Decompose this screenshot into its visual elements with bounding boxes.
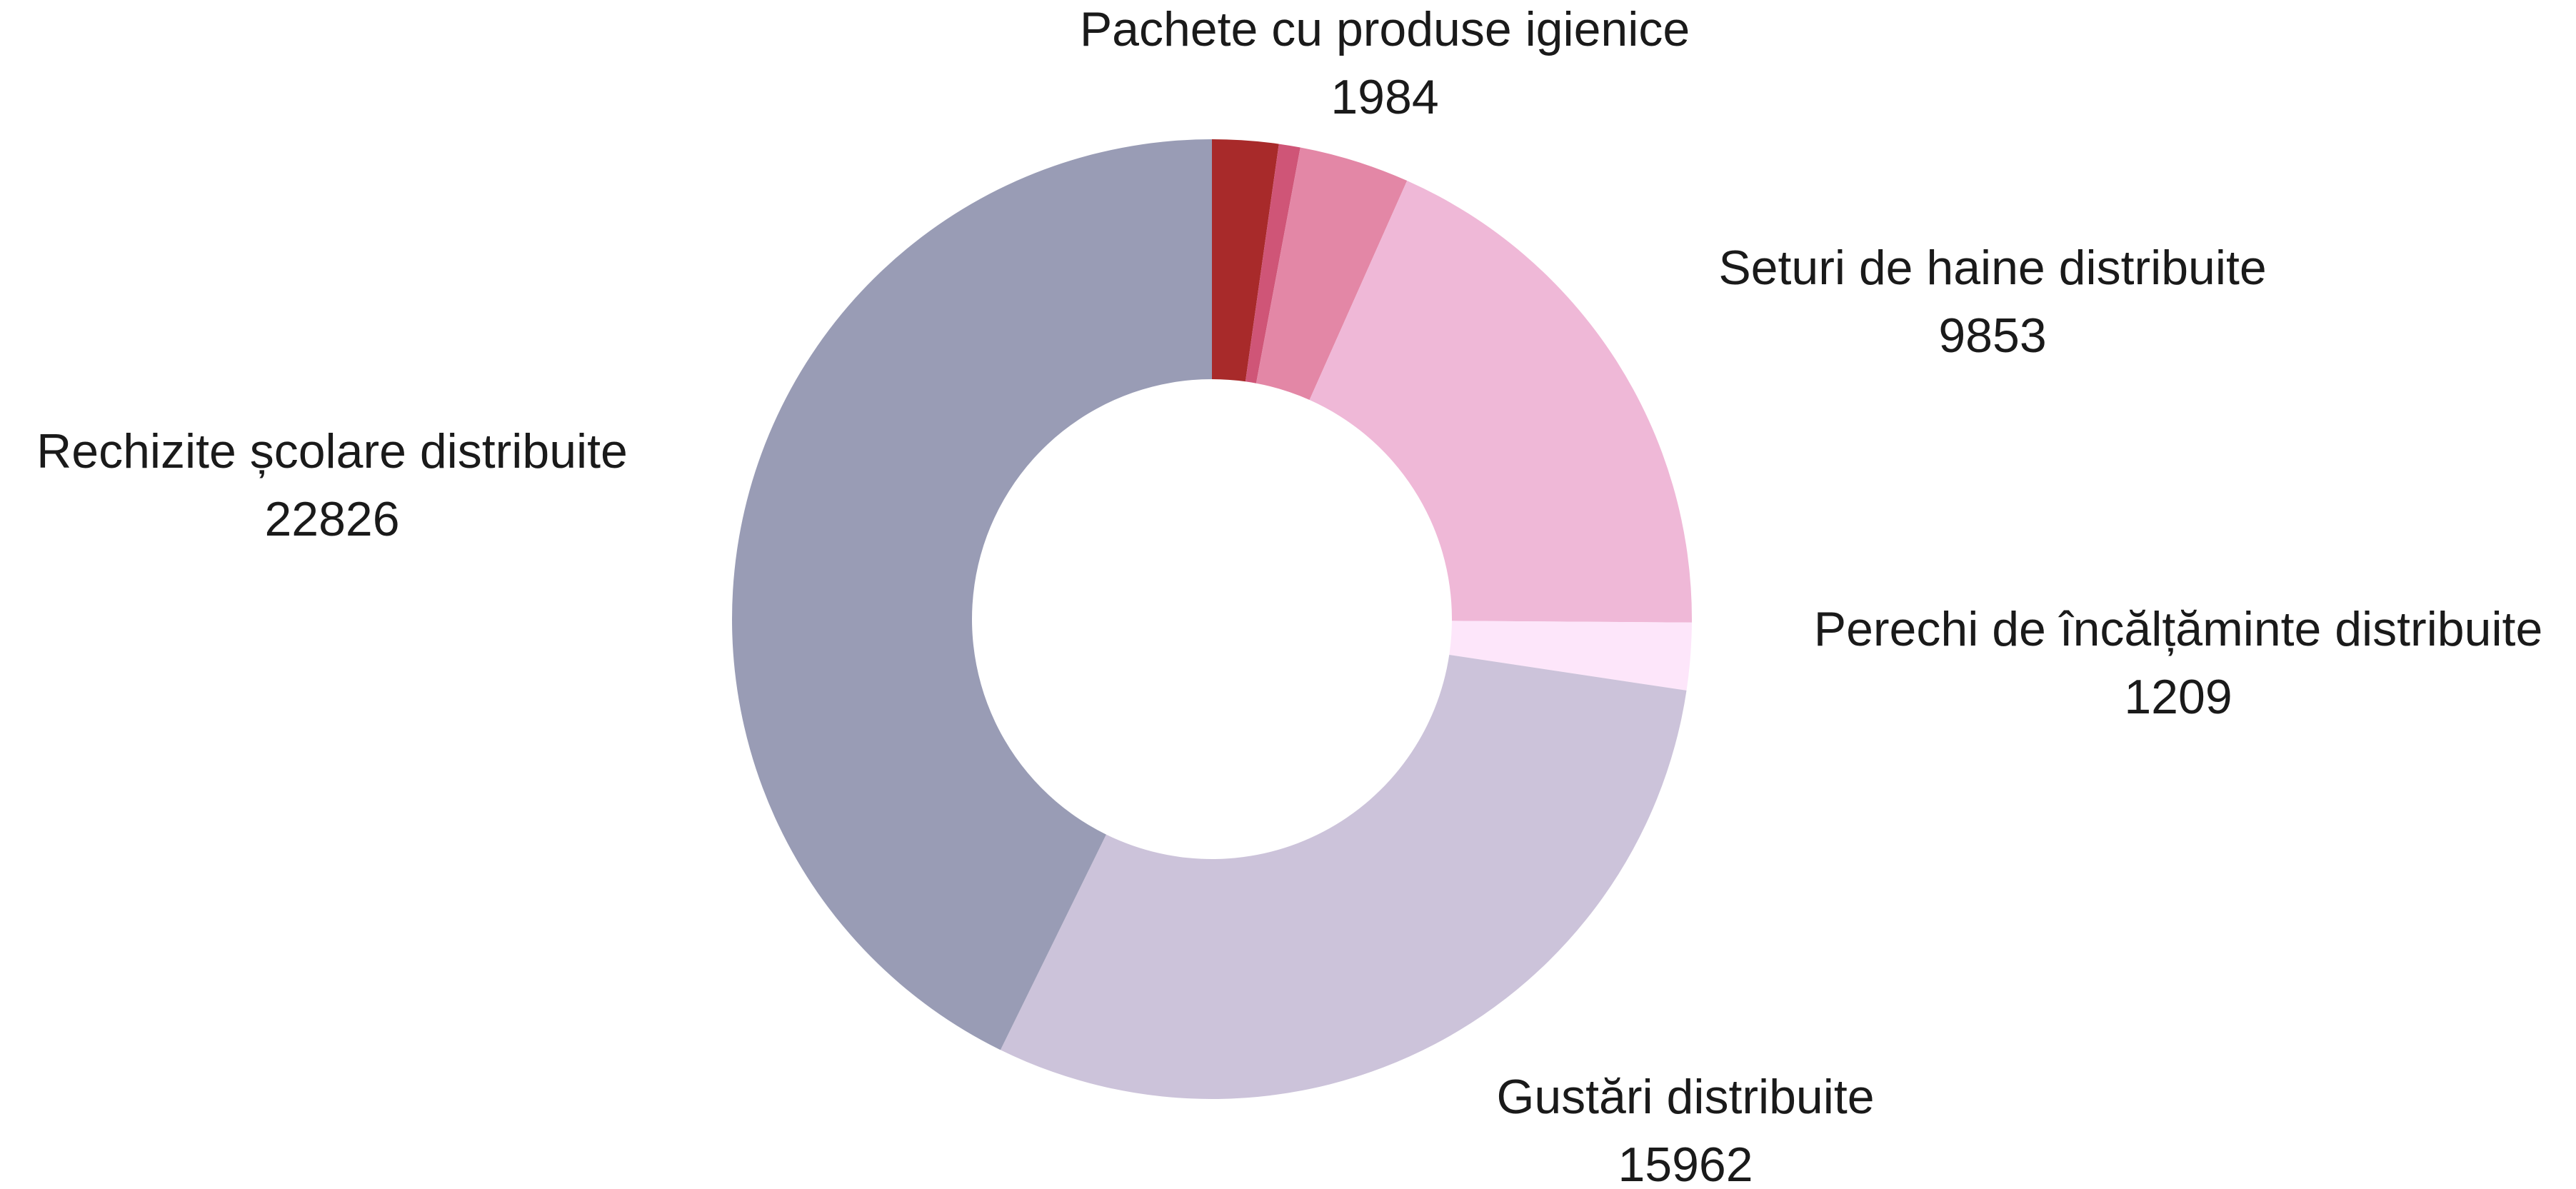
slice-value: 9853: [1938, 308, 2046, 363]
slice-value: 22826: [264, 492, 399, 546]
slice-value: 1209: [2124, 670, 2232, 724]
donut-slice: [1256, 147, 1408, 401]
slice-label: Gustări distribuite: [1496, 1070, 1874, 1124]
donut-slice: [1245, 144, 1300, 383]
slice-label: Pachete cu produse igienice: [1080, 2, 1690, 56]
donut-slice: [1309, 181, 1692, 623]
slice-label: Seturi de haine distribuite: [1718, 241, 2266, 295]
slice-value: 15962: [1618, 1138, 1753, 1189]
donut-slice: [1000, 654, 1687, 1099]
slice-label: Perechi de încălțăminte distribuite: [1814, 602, 2543, 656]
slice-label: Rechizite școlare distribuite: [36, 424, 628, 478]
donut-slice: [1449, 621, 1692, 691]
slice-value: 1984: [1330, 70, 1438, 124]
donut-slice: [731, 139, 1212, 1050]
donut-slice: [1212, 139, 1279, 382]
